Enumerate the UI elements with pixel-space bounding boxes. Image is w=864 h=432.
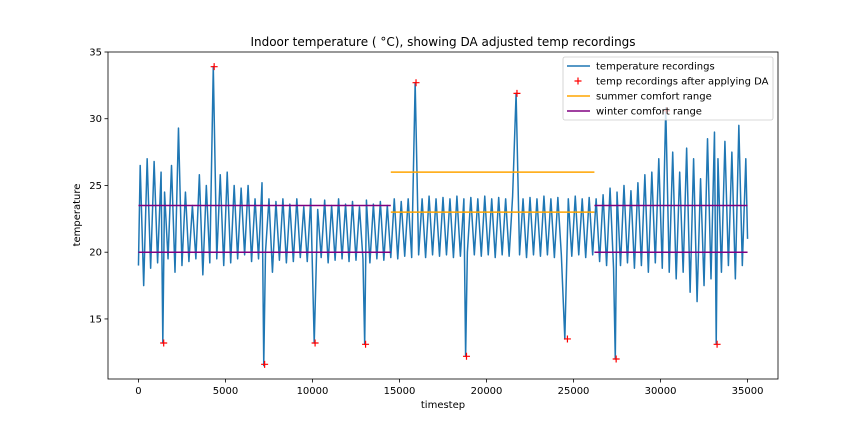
- x-tick-label: 10000: [297, 386, 329, 397]
- series-line-temperature: [137, 65, 749, 367]
- x-tick-label: 0: [135, 386, 141, 397]
- plot-area: [137, 63, 749, 368]
- da-marker-6: [462, 352, 470, 360]
- chart-title: Indoor temperature ( °C), showing DA adj…: [250, 35, 635, 49]
- x-axis-title: timestep: [421, 400, 465, 411]
- da-marker-11: [713, 340, 721, 348]
- legend-label: temp recordings after applying DA: [596, 77, 769, 88]
- y-tick-label: 35: [89, 48, 102, 59]
- legend-swatch-marker: [574, 77, 582, 85]
- da-marker-7: [513, 89, 521, 97]
- legend: temperature recordings temp recordings af…: [562, 56, 774, 121]
- y-tick-label: 20: [89, 248, 102, 259]
- da-marker-3: [311, 339, 319, 347]
- legend-frame: [562, 56, 774, 121]
- x-tick-label: 5000: [213, 386, 238, 397]
- x-tick-label: 20000: [471, 386, 503, 397]
- da-marker-9: [612, 355, 620, 363]
- x-tick-label: 25000: [558, 386, 590, 397]
- y-tick-label: 15: [89, 314, 102, 325]
- legend-label: temperature recordings: [596, 62, 715, 73]
- y-axis: 15 20 25 30 35: [89, 48, 108, 325]
- da-marker-5: [412, 79, 420, 87]
- x-tick-label: 30000: [645, 386, 677, 397]
- legend-label: summer comfort range: [596, 92, 712, 103]
- da-marker-0: [160, 339, 168, 347]
- x-axis: 0 5000 10000 15000 20000 25000 30000 35000: [135, 379, 763, 397]
- x-tick-label: 35000: [732, 386, 764, 397]
- y-tick-label: 30: [89, 114, 102, 125]
- da-marker-4: [362, 340, 370, 348]
- y-axis-title: temperature: [72, 184, 83, 247]
- x-tick-label: 15000: [384, 386, 416, 397]
- legend-label: winter comfort range: [596, 107, 702, 118]
- da-marker-2: [261, 360, 269, 368]
- y-tick-label: 25: [89, 181, 102, 192]
- da-marker-8: [563, 335, 571, 343]
- axes-frame: [107, 51, 779, 380]
- da-marker-1: [210, 63, 218, 71]
